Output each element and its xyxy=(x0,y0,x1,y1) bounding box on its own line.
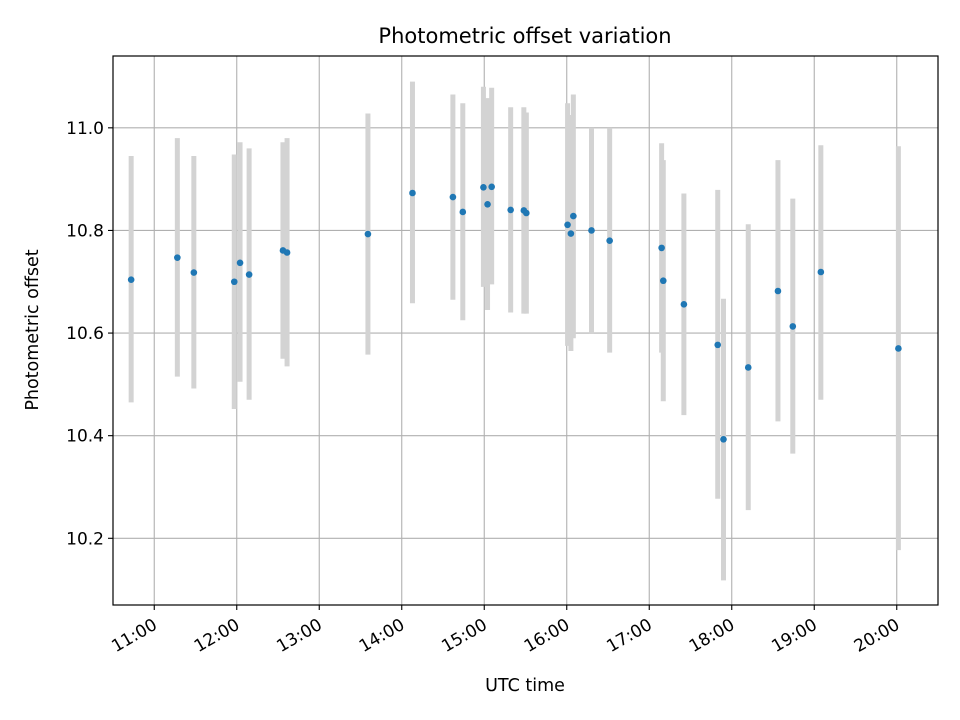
data-point xyxy=(658,244,665,252)
data-point xyxy=(720,435,727,443)
data-point xyxy=(507,206,514,214)
data-point xyxy=(484,200,491,208)
data-point xyxy=(523,209,530,217)
data-point xyxy=(659,277,667,285)
data-point xyxy=(230,278,238,286)
y-axis-ticks: 10.2 10.4 10.6 10.8 11.0 xyxy=(66,119,113,549)
y-tick-label: 10.2 xyxy=(66,529,104,549)
data-point xyxy=(409,189,416,197)
data-point xyxy=(283,249,291,256)
data-point xyxy=(680,301,688,308)
data-point xyxy=(744,364,752,371)
data-point xyxy=(714,341,722,349)
data-point xyxy=(774,287,782,295)
chart-title: Photometric offset variation xyxy=(378,24,671,48)
y-tick-label: 10.8 xyxy=(66,221,104,241)
data-point xyxy=(245,271,253,278)
y-axis-label: Photometric offset xyxy=(23,249,43,410)
data-point xyxy=(236,259,244,267)
data-point xyxy=(567,230,575,237)
y-tick-label: 10.4 xyxy=(66,427,104,447)
data-point xyxy=(364,230,372,238)
data-point xyxy=(789,323,797,330)
data-point xyxy=(606,237,613,245)
data-point xyxy=(127,276,135,284)
data-point xyxy=(564,221,571,229)
data-point xyxy=(174,254,181,261)
data-point xyxy=(570,212,577,220)
data-markers xyxy=(127,183,902,443)
data-point xyxy=(459,208,467,216)
data-point xyxy=(480,184,487,191)
data-point xyxy=(588,227,595,234)
plot-frame xyxy=(112,55,939,606)
data-point xyxy=(488,183,495,191)
data-point xyxy=(817,268,825,276)
data-point xyxy=(190,269,198,276)
data-point xyxy=(895,345,902,352)
y-tick-label: 11.0 xyxy=(66,119,104,139)
x-axis-label: UTC time xyxy=(485,676,565,696)
data-point xyxy=(449,193,457,201)
y-tick-label: 10.6 xyxy=(66,324,104,344)
